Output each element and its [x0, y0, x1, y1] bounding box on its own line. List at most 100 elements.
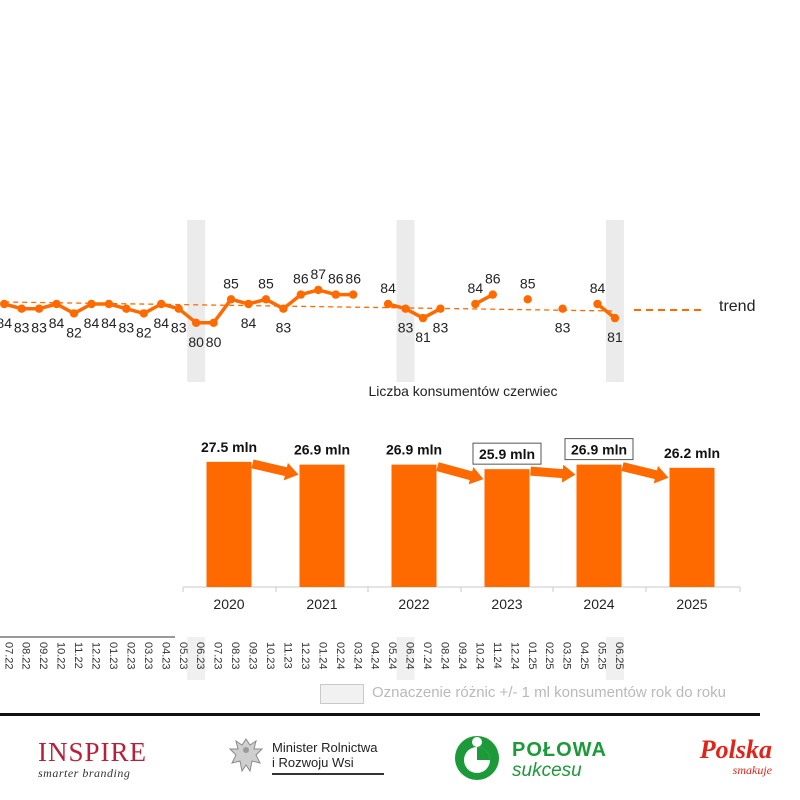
arrow-shape-2024-2025 [621, 462, 669, 484]
inspire-logo-name: INSPIRE [38, 737, 148, 767]
highlight-band-06.23 [187, 220, 206, 382]
bar-category-label-2022: 2022 [398, 596, 429, 612]
data-point-06.25 [610, 313, 620, 323]
x-tick-label-12.24: 12.24 [508, 642, 520, 670]
change-arrow-2022-2023 [436, 462, 484, 485]
data-point-04.23 [157, 299, 166, 309]
data-label-12.23: 86 [293, 271, 309, 287]
data-point-10.22 [52, 299, 61, 309]
data-label-11.23: 83 [276, 320, 292, 336]
bar-2025 [669, 467, 715, 587]
data-point-07.22 [0, 299, 9, 309]
bar-2024 [576, 464, 622, 587]
difference-legend-swatch [320, 684, 364, 704]
x-tick-label-03.25: 03.25 [561, 642, 573, 670]
data-point-05.24 [383, 299, 393, 309]
bar-value-label-2021: 26.9 mln [294, 442, 350, 458]
minister-line-2: i Rozwoju Wsi [272, 755, 354, 770]
arrow-shape-2020-2021 [251, 459, 299, 481]
minister-logo: Minister Rolnictwa i Rozwoju Wsi [226, 735, 396, 783]
data-label-10.24: 84 [468, 280, 484, 296]
data-label-06.23: 80 [188, 334, 204, 350]
data-point-01.24 [314, 285, 323, 295]
data-point-03.23 [139, 309, 148, 318]
polska-smakuje-logo: Polska smakuje [672, 737, 772, 778]
bar-chart-title-text: Liczba konsumentów czerwiec [368, 383, 558, 399]
data-label-05.24: 84 [380, 280, 396, 296]
data-label-02.23: 83 [119, 320, 135, 336]
x-tick-label-10.24: 10.24 [473, 642, 485, 670]
bar-2023 [484, 469, 530, 587]
bar-value-label-2022: 26.9 mln [386, 442, 442, 458]
x-tick-label-08.23: 08.23 [229, 642, 241, 670]
highlight-bands [187, 220, 624, 680]
bar-chart-title: Liczba konsumentów czerwiec [363, 383, 563, 400]
highlight-tick-band-06.23 [187, 637, 206, 680]
data-point-02.23 [122, 304, 131, 313]
line-segment-1 [387, 302, 442, 320]
x-tick-label-06.25: 06.25 [613, 642, 625, 670]
data-label-06.24: 83 [398, 320, 414, 336]
data-label-09.22: 83 [31, 320, 47, 336]
data-point-10.24 [471, 299, 480, 309]
data-label-10.22: 84 [49, 315, 65, 331]
x-tick-label-09.23: 09.23 [247, 642, 259, 670]
bar-2022 [391, 464, 437, 587]
x-tick-label-04.25: 04.25 [578, 642, 590, 670]
data-point-08.22 [17, 304, 26, 313]
x-tick-label-07.22: 07.22 [2, 642, 14, 670]
x-tick-label-02.23: 02.23 [124, 642, 136, 670]
data-point-08.23 [226, 295, 236, 304]
data-point-03.25 [558, 304, 567, 313]
highlight-band-06.25 [605, 220, 624, 382]
data-point-11.23 [279, 304, 288, 313]
data-point-01.23 [104, 299, 114, 309]
data-label-01.24: 87 [311, 266, 327, 282]
data-label-08.22: 83 [14, 320, 30, 336]
data-label-02.24: 86 [328, 271, 344, 287]
data-point-06.23 [191, 318, 201, 327]
data-label-01.23: 84 [101, 315, 117, 331]
x-tick-label-10.22: 10.22 [55, 642, 67, 670]
x-tick-label-06.24: 06.24 [404, 642, 416, 670]
data-label-05.25: 84 [590, 280, 606, 296]
x-tick-label-08.22: 08.22 [20, 642, 32, 670]
data-point-07.24 [418, 313, 428, 323]
bar-category-label-2020: 2020 [213, 596, 244, 612]
change-arrow-2020-2021 [251, 459, 299, 481]
data-label-03.23: 82 [136, 324, 152, 340]
highlight-band-06.24 [396, 220, 415, 382]
change-arrow-2024-2025 [621, 462, 669, 484]
x-tick-label-12.23: 12.23 [299, 642, 311, 670]
value-box-2024 [564, 438, 634, 461]
data-point-02.24 [331, 290, 340, 299]
bar-category-label-2023: 2023 [491, 596, 522, 612]
data-point-07.23 [209, 318, 218, 327]
bar-value-label-2023: 25.9 mln [479, 446, 535, 462]
data-point-03.24 [349, 290, 358, 299]
data-point-11.24 [488, 290, 497, 299]
data-label-05.23: 83 [171, 320, 187, 336]
data-label-10.23: 85 [258, 275, 274, 291]
x-tick-label-07.23: 07.23 [212, 642, 224, 670]
data-point-01.25 [523, 295, 532, 304]
polowa-line-1: POŁOWA [512, 739, 607, 761]
x-tick-label-11.24: 11.24 [491, 642, 503, 669]
x-tick-label-09.22: 09.22 [37, 642, 49, 670]
x-tick-label-11.23: 11.23 [281, 642, 293, 669]
highlight-tick-band-06.24 [396, 637, 415, 680]
minister-line-1: Minister Rolnictwa [272, 740, 378, 755]
data-point-06.24 [401, 304, 410, 313]
x-tick-label-04.23: 04.23 [159, 642, 171, 670]
arrow-shape-2023-2024 [530, 464, 576, 483]
x-tick-label-01.24: 01.24 [316, 642, 328, 670]
bar-category-label-2025: 2025 [676, 596, 707, 612]
bar-value-label-2020: 27.5 mln [201, 439, 257, 455]
data-point-09.23 [244, 299, 253, 309]
data-label-03.24: 86 [345, 271, 361, 287]
x-tick-label-12.22: 12.22 [90, 642, 102, 670]
bar-value-label-2024: 26.9 mln [571, 442, 627, 458]
data-label-01.25: 85 [520, 275, 536, 291]
trend-legend-label: trend [719, 298, 756, 315]
x-tick-label-02.25: 02.25 [543, 642, 555, 670]
